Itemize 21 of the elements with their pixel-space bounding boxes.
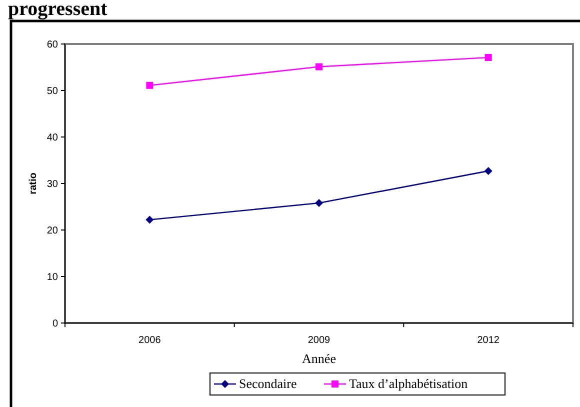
legend-label: Taux d’alphabétisation	[349, 376, 468, 391]
point	[315, 199, 323, 208]
x-axis-title: Année	[302, 351, 336, 366]
point	[146, 82, 154, 89]
y-tick-label: 20	[46, 226, 58, 236]
y-tick-label: 0	[52, 318, 58, 330]
point	[484, 54, 492, 61]
x-tick-label: 2012	[477, 335, 500, 346]
legend-label: Secondaire	[239, 376, 297, 391]
y-tick-label: 10	[46, 272, 58, 283]
y-tick-label: 50	[46, 86, 58, 97]
chart-title: progressent	[8, 0, 108, 20]
y-tick-label: 60	[46, 40, 58, 50]
point	[146, 216, 154, 224]
x-tick-label: 2006	[138, 335, 162, 346]
y-axis-title: ratio	[28, 172, 39, 194]
point	[316, 63, 322, 70]
y-tick-label: 30	[46, 179, 58, 190]
y-tick-label: 40	[46, 132, 58, 144]
point	[484, 166, 492, 175]
x-tick-label: 2009	[308, 335, 331, 346]
